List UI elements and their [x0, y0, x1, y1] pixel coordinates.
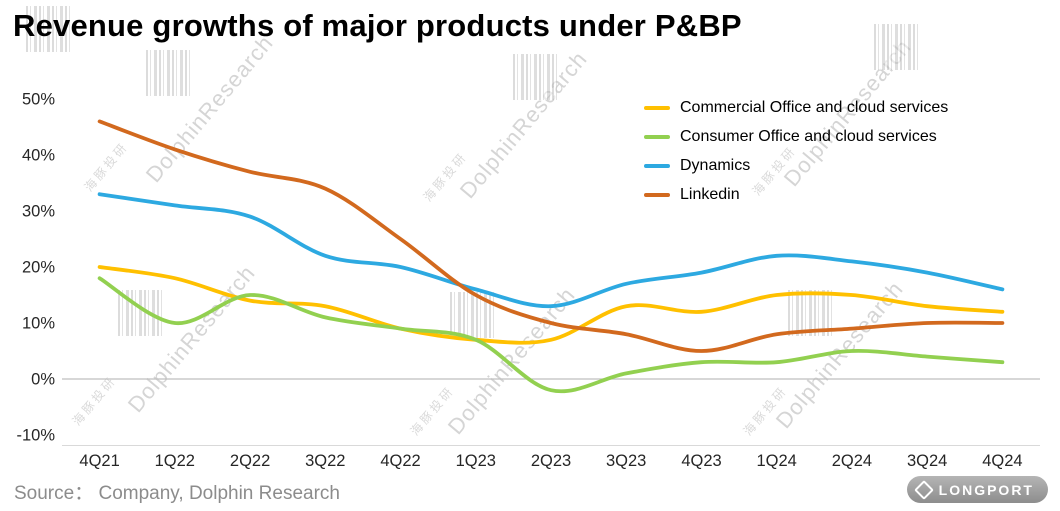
- y-axis-tick-label: -10%: [16, 427, 55, 445]
- x-axis-label: 3Q23: [606, 452, 646, 470]
- y-axis-tick-label: 10%: [22, 315, 55, 333]
- legend-label: Dynamics: [680, 156, 751, 174]
- watermark-barcode: [513, 54, 557, 100]
- legend-item: Commercial Office and cloud services: [644, 93, 948, 122]
- longport-logo-icon: [913, 479, 934, 500]
- legend-line-swatch: [644, 163, 670, 168]
- y-axis-tick-label: 40%: [22, 147, 55, 165]
- series-line-3: [97, 119, 1005, 353]
- legend-label: Commercial Office and cloud services: [680, 98, 949, 116]
- chart-legend: Commercial Office and cloud services Cons…: [644, 93, 948, 209]
- series-line-2: [97, 192, 1005, 309]
- x-axis-label: 1Q24: [757, 452, 797, 470]
- legend-item: Dynamics: [644, 151, 948, 180]
- x-axis-label: 1Q22: [155, 452, 195, 470]
- source-text: Source： Company, Dolphin Research: [14, 483, 340, 504]
- y-axis-tick-label: 0%: [31, 371, 55, 389]
- legend-line-swatch: [644, 192, 670, 197]
- x-axis-label: 2Q24: [832, 452, 872, 470]
- x-axis-label: 3Q22: [305, 452, 345, 470]
- x-axis-label: 4Q23: [681, 452, 721, 470]
- x-axis-label: 2Q23: [531, 452, 571, 470]
- y-axis-tick-label: 50%: [22, 91, 55, 109]
- x-axis-label: 4Q22: [380, 452, 420, 470]
- x-axis-label: 4Q21: [79, 452, 119, 470]
- legend-item: Linkedin: [644, 180, 948, 209]
- watermark-barcode: [26, 6, 70, 52]
- legend-line-swatch: [644, 105, 670, 110]
- longport-logo-text: LONGPORT: [938, 481, 1034, 498]
- y-axis-tick-label: 20%: [22, 259, 55, 277]
- longport-logo: LONGPORT: [906, 476, 1048, 503]
- legend-item: Consumer Office and cloud services: [644, 122, 948, 151]
- series-line-0: [97, 265, 1005, 345]
- x-axis-label: 2Q22: [230, 452, 270, 470]
- watermark-barcode: [146, 50, 190, 96]
- x-axis-label: 4Q24: [982, 452, 1022, 470]
- x-axis-label: 3Q24: [907, 452, 947, 470]
- x-axis-label: 1Q23: [456, 452, 496, 470]
- watermark-barcode: [874, 24, 918, 70]
- series-line-1: [97, 276, 1005, 394]
- legend-label: Linkedin: [680, 185, 740, 203]
- legend-line-swatch: [644, 134, 670, 139]
- chart-title: Revenue growths of major products under …: [13, 8, 742, 43]
- legend-label: Consumer Office and cloud services: [680, 127, 937, 145]
- y-axis-tick-label: 30%: [22, 203, 55, 221]
